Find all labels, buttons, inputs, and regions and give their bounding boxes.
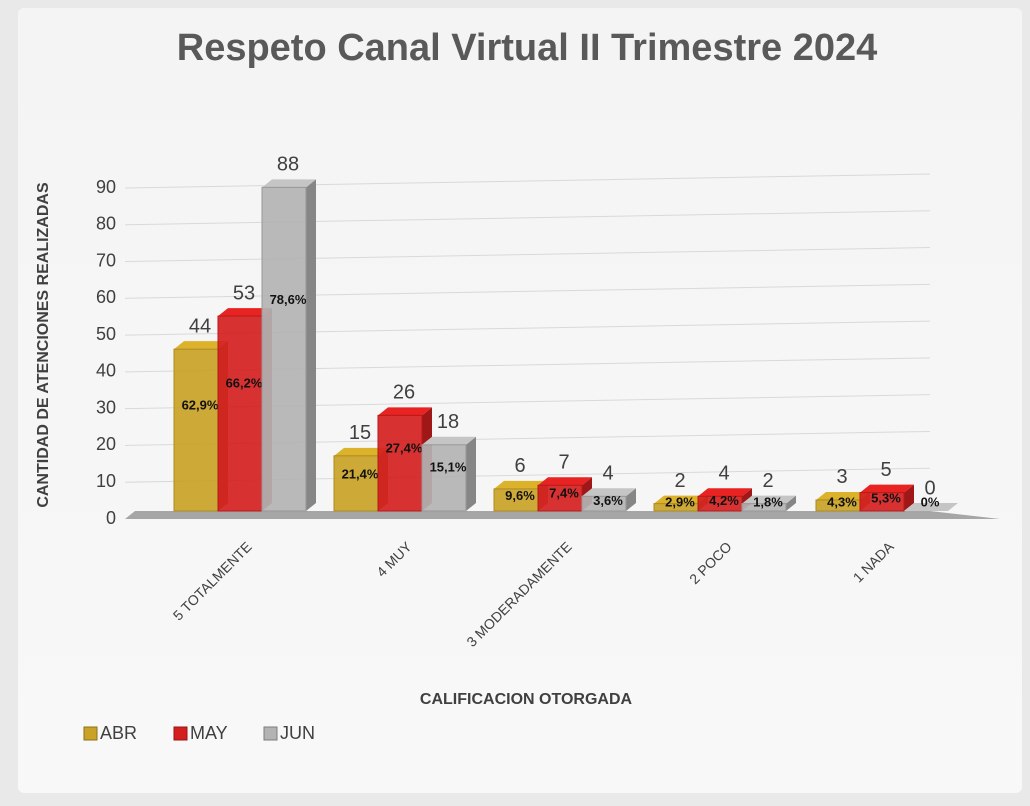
value-label: 5 xyxy=(880,459,891,481)
grid-line xyxy=(124,247,931,263)
percent-label: 15,1% xyxy=(430,459,467,474)
legend-swatch xyxy=(173,726,188,741)
percent-label: 27,4% xyxy=(386,440,423,455)
y-tick-label: 90 xyxy=(96,177,116,197)
percent-label: 62,9% xyxy=(182,397,219,412)
x-axis-title: CALIFICACION OTORGADA xyxy=(420,691,633,708)
y-tick-label: 20 xyxy=(96,434,116,454)
grid-line xyxy=(124,283,931,299)
value-label: 7 xyxy=(558,452,569,474)
value-label: 2 xyxy=(674,470,685,492)
y-tick-label: 10 xyxy=(96,471,116,491)
legend-swatch xyxy=(263,726,278,741)
bar xyxy=(537,477,592,512)
chart-title: Respeto Canal Virtual II Trimestre 2024 xyxy=(177,27,878,69)
value-label: 18 xyxy=(437,411,459,433)
percent-label: 2,9% xyxy=(665,494,695,509)
y-tick-label: 0 xyxy=(106,508,116,528)
percent-label: 21,4% xyxy=(342,467,379,482)
bar xyxy=(377,407,432,512)
value-label: 44 xyxy=(189,315,211,337)
panel xyxy=(18,8,1022,793)
value-label: 15 xyxy=(349,422,371,444)
y-tick-label: 40 xyxy=(96,361,116,381)
percent-label: 1,8% xyxy=(753,494,783,509)
value-label: 2 xyxy=(762,470,773,492)
value-label: 88 xyxy=(277,154,299,176)
y-tick-label: 80 xyxy=(96,214,116,234)
value-label: 6 xyxy=(514,455,525,477)
value-label: 0 xyxy=(924,477,935,499)
y-tick-label: 60 xyxy=(96,287,116,307)
floor xyxy=(125,511,1000,519)
percent-label: 78,6% xyxy=(270,292,307,307)
value-label: 53 xyxy=(233,282,255,304)
percent-label: 0% xyxy=(921,494,940,509)
legend-label: JUN xyxy=(280,723,315,743)
y-axis-title: CANTIDAD DE ATENCIONES REALIZADAS xyxy=(35,182,52,508)
percent-label: 7,4% xyxy=(549,486,579,501)
legend-swatch xyxy=(83,726,98,741)
bar xyxy=(581,488,636,512)
y-tick-label: 50 xyxy=(96,324,116,344)
y-tick-label: 30 xyxy=(96,397,116,417)
bar xyxy=(859,484,914,512)
bar xyxy=(421,436,476,512)
legend-label: ABR xyxy=(100,723,137,743)
bar xyxy=(741,495,796,512)
percent-label: 66,2% xyxy=(226,376,263,391)
percent-label: 4,3% xyxy=(827,494,857,509)
grid-line xyxy=(124,173,931,189)
bar xyxy=(904,503,958,511)
y-tick-label: 70 xyxy=(96,250,116,270)
value-label: 26 xyxy=(393,382,415,404)
percent-label: 4,2% xyxy=(709,493,739,508)
percent-label: 5,3% xyxy=(871,490,901,505)
value-label: 4 xyxy=(718,463,729,485)
legend-label: MAY xyxy=(190,723,228,743)
value-label: 4 xyxy=(602,463,613,485)
value-label: 3 xyxy=(836,466,847,488)
bar xyxy=(261,179,316,512)
grid-line xyxy=(124,210,931,226)
percent-label: 9,6% xyxy=(505,488,535,503)
percent-label: 3,6% xyxy=(593,493,623,508)
